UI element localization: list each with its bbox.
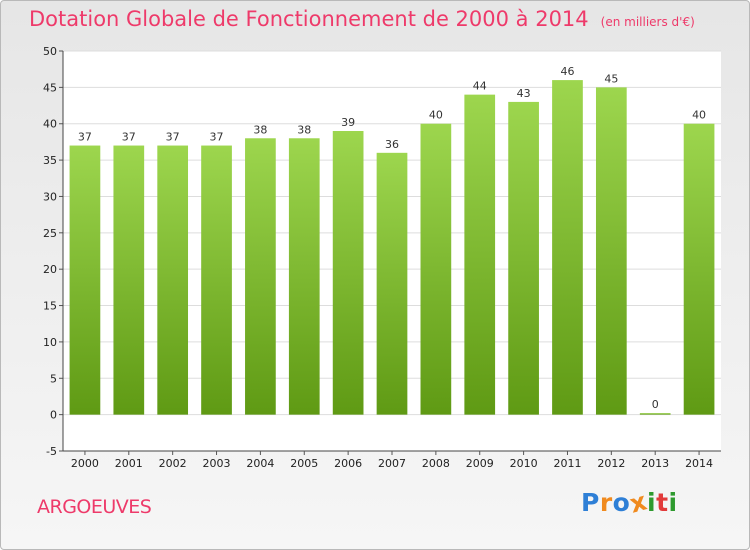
data-label: 46 xyxy=(560,65,574,78)
y-tick-label: 15 xyxy=(43,300,57,313)
unit-note: (en milliers d'€) xyxy=(600,15,695,29)
bar xyxy=(69,145,101,415)
x-tick-label: 2006 xyxy=(334,457,362,470)
y-tick-label: 30 xyxy=(43,190,57,203)
bar xyxy=(288,138,320,415)
bar xyxy=(332,131,364,415)
x-tick-label: 2001 xyxy=(115,457,143,470)
y-tick-label: 45 xyxy=(43,81,57,94)
title-text: Dotation Globale de Fonctionnement de 20… xyxy=(29,7,589,31)
data-label: 38 xyxy=(297,123,311,136)
data-label: 37 xyxy=(166,131,180,144)
data-label: 40 xyxy=(692,109,706,122)
y-tick-label: 5 xyxy=(50,372,57,385)
logo-letter: P xyxy=(581,488,600,517)
bar xyxy=(420,123,452,415)
data-label: 40 xyxy=(429,109,443,122)
bar xyxy=(201,145,232,415)
data-label: 37 xyxy=(210,131,224,144)
y-tick-label: 25 xyxy=(43,227,57,240)
logo-letter: t xyxy=(656,488,669,517)
bar xyxy=(113,145,145,415)
chart-title: Dotation Globale de Fonctionnement de 20… xyxy=(29,7,695,31)
bar xyxy=(639,413,671,415)
bar xyxy=(552,80,583,415)
data-label: 43 xyxy=(517,87,531,100)
logo-letter: i xyxy=(647,488,657,517)
logo-letter: r xyxy=(599,488,613,517)
logo-letter: o xyxy=(612,488,631,517)
x-tick-label: 2009 xyxy=(466,457,494,470)
data-label: 45 xyxy=(604,72,618,85)
bar xyxy=(245,138,276,415)
y-tick-label: -5 xyxy=(46,445,57,458)
x-tick-label: 2011 xyxy=(553,457,581,470)
x-tick-label: 2004 xyxy=(246,457,274,470)
data-label: 0 xyxy=(652,398,659,411)
logo-letter: i xyxy=(668,488,678,517)
y-tick-label: 0 xyxy=(50,409,57,422)
data-label: 36 xyxy=(385,138,399,151)
x-tick-label: 2014 xyxy=(685,457,713,470)
x-tick-label: 2003 xyxy=(203,457,231,470)
commune-name: ARGOEUVES xyxy=(37,496,152,518)
bar xyxy=(376,152,408,415)
data-label: 37 xyxy=(122,131,136,144)
bar xyxy=(464,94,496,415)
y-tick-label: 50 xyxy=(43,45,57,58)
y-tick-label: 10 xyxy=(43,336,57,349)
bar xyxy=(157,145,189,415)
data-label: 39 xyxy=(341,116,355,129)
x-tick-label: 2002 xyxy=(159,457,187,470)
proxiti-logo: Proxiti xyxy=(581,486,678,518)
x-tick-label: 2012 xyxy=(597,457,625,470)
y-tick-label: 20 xyxy=(43,263,57,276)
y-tick-label: 35 xyxy=(43,154,57,167)
x-tick-label: 2008 xyxy=(422,457,450,470)
x-tick-label: 2000 xyxy=(71,457,99,470)
x-tick-label: 2013 xyxy=(641,457,669,470)
x-tick-label: 2010 xyxy=(510,457,538,470)
bar xyxy=(595,87,627,415)
bar xyxy=(683,123,715,415)
y-tick-label: 40 xyxy=(43,118,57,131)
data-label: 37 xyxy=(78,131,92,144)
data-label: 44 xyxy=(473,80,487,93)
x-tick-label: 2005 xyxy=(290,457,318,470)
x-tick-label: 2007 xyxy=(378,457,406,470)
bar xyxy=(508,101,539,415)
data-label: 38 xyxy=(253,123,267,136)
